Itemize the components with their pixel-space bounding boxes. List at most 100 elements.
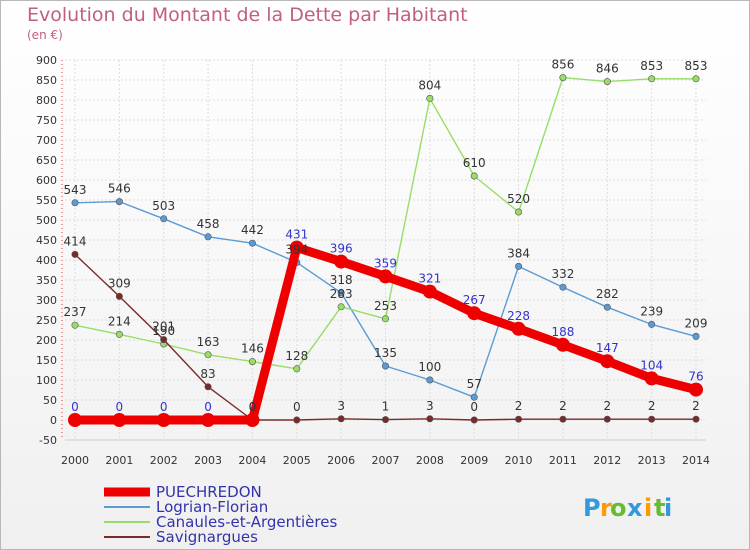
data-point bbox=[245, 413, 260, 427]
data-label: 209 bbox=[685, 316, 708, 330]
grid bbox=[65, 59, 706, 441]
data-point bbox=[337, 289, 345, 297]
data-label: 2 bbox=[515, 399, 523, 413]
data-label: 228 bbox=[507, 309, 530, 323]
data-label: 188 bbox=[551, 325, 574, 339]
data-label: 856 bbox=[551, 58, 574, 72]
data-point bbox=[156, 413, 171, 427]
data-label: 853 bbox=[685, 59, 708, 73]
data-point bbox=[692, 415, 700, 423]
data-point bbox=[289, 240, 304, 255]
data-point bbox=[68, 413, 82, 427]
data-label: 396 bbox=[330, 242, 353, 256]
data-point bbox=[381, 362, 389, 370]
data-point bbox=[559, 74, 567, 82]
data-label: 128 bbox=[285, 349, 308, 363]
series-group bbox=[68, 74, 703, 427]
data-label: 83 bbox=[200, 367, 215, 381]
data-point bbox=[160, 215, 168, 223]
legend-label: Canaules-et-Argentières bbox=[156, 513, 337, 531]
x-tick-label: 2010 bbox=[505, 454, 533, 467]
x-tick-label: 2007 bbox=[372, 454, 400, 467]
x-tick-label: 2006 bbox=[327, 454, 355, 467]
data-point bbox=[204, 233, 212, 241]
data-label: 163 bbox=[197, 335, 220, 349]
data-label: 146 bbox=[241, 342, 264, 356]
data-point bbox=[559, 283, 567, 291]
data-point bbox=[644, 371, 659, 386]
data-label: 2 bbox=[648, 399, 656, 413]
data-label: 76 bbox=[688, 370, 703, 384]
data-label: 853 bbox=[640, 59, 663, 73]
data-label: 2 bbox=[692, 399, 700, 413]
data-label: 100 bbox=[418, 360, 441, 374]
x-tick-label: 2008 bbox=[416, 454, 444, 467]
data-point bbox=[515, 415, 523, 423]
data-point bbox=[470, 416, 478, 424]
data-label: 332 bbox=[551, 267, 574, 281]
data-label: 414 bbox=[64, 234, 87, 248]
data-point bbox=[511, 321, 526, 336]
axes: -500501001502002503003504004505005506006… bbox=[36, 54, 710, 467]
data-label: 201 bbox=[152, 320, 175, 334]
data-label: 239 bbox=[640, 304, 663, 318]
logo-letter: i bbox=[664, 494, 672, 522]
data-label: 237 bbox=[64, 305, 87, 319]
data-label: 458 bbox=[197, 217, 220, 231]
data-label: 267 bbox=[463, 293, 486, 307]
x-tick-label: 2009 bbox=[460, 454, 488, 467]
data-label: 318 bbox=[330, 273, 353, 287]
data-point bbox=[381, 416, 389, 424]
y-tick-label: 600 bbox=[36, 174, 57, 187]
data-label: 2 bbox=[603, 399, 611, 413]
data-point bbox=[115, 330, 123, 338]
data-point bbox=[204, 383, 212, 391]
data-point bbox=[293, 416, 301, 424]
x-tick-label: 2003 bbox=[194, 454, 222, 467]
data-point bbox=[71, 321, 79, 329]
data-point bbox=[201, 413, 216, 427]
logo-letter: r bbox=[600, 494, 612, 522]
data-label: 394 bbox=[285, 242, 308, 256]
data-label: 431 bbox=[285, 228, 308, 242]
data-label: 135 bbox=[374, 346, 397, 360]
data-label: 520 bbox=[507, 192, 530, 206]
data-label: 846 bbox=[596, 62, 619, 76]
legend-label: Savignargues bbox=[156, 528, 258, 546]
data-label: 0 bbox=[204, 400, 212, 414]
data-point bbox=[689, 382, 703, 397]
data-point bbox=[648, 75, 656, 83]
y-tick-label: 700 bbox=[36, 134, 57, 147]
data-label: 384 bbox=[507, 246, 530, 260]
y-tick-label: 800 bbox=[36, 94, 57, 107]
data-label: 309 bbox=[108, 276, 131, 290]
data-point bbox=[467, 306, 482, 321]
data-point bbox=[71, 250, 79, 258]
data-label: 321 bbox=[418, 272, 441, 286]
data-point bbox=[112, 413, 127, 427]
x-tick-label: 2012 bbox=[593, 454, 621, 467]
x-tick-label: 2002 bbox=[150, 454, 178, 467]
data-label: 0 bbox=[249, 400, 257, 414]
data-label: 104 bbox=[640, 358, 663, 372]
data-point bbox=[71, 199, 79, 207]
data-point bbox=[293, 365, 301, 373]
data-point bbox=[603, 415, 611, 423]
data-point bbox=[422, 284, 437, 299]
legend-label: PUECHREDON bbox=[156, 483, 262, 501]
data-label: 214 bbox=[108, 314, 131, 328]
data-label: 0 bbox=[470, 400, 478, 414]
y-tick-label: 250 bbox=[36, 314, 57, 327]
data-point bbox=[470, 172, 478, 180]
data-label: 147 bbox=[596, 341, 619, 355]
data-label: 546 bbox=[108, 182, 131, 196]
data-label: 0 bbox=[249, 400, 257, 414]
y-tick-label: 900 bbox=[36, 54, 57, 67]
data-point bbox=[334, 254, 349, 269]
data-point bbox=[603, 303, 611, 311]
x-tick-label: 2014 bbox=[682, 454, 710, 467]
data-point bbox=[603, 78, 611, 86]
y-tick-label: 400 bbox=[36, 254, 57, 267]
